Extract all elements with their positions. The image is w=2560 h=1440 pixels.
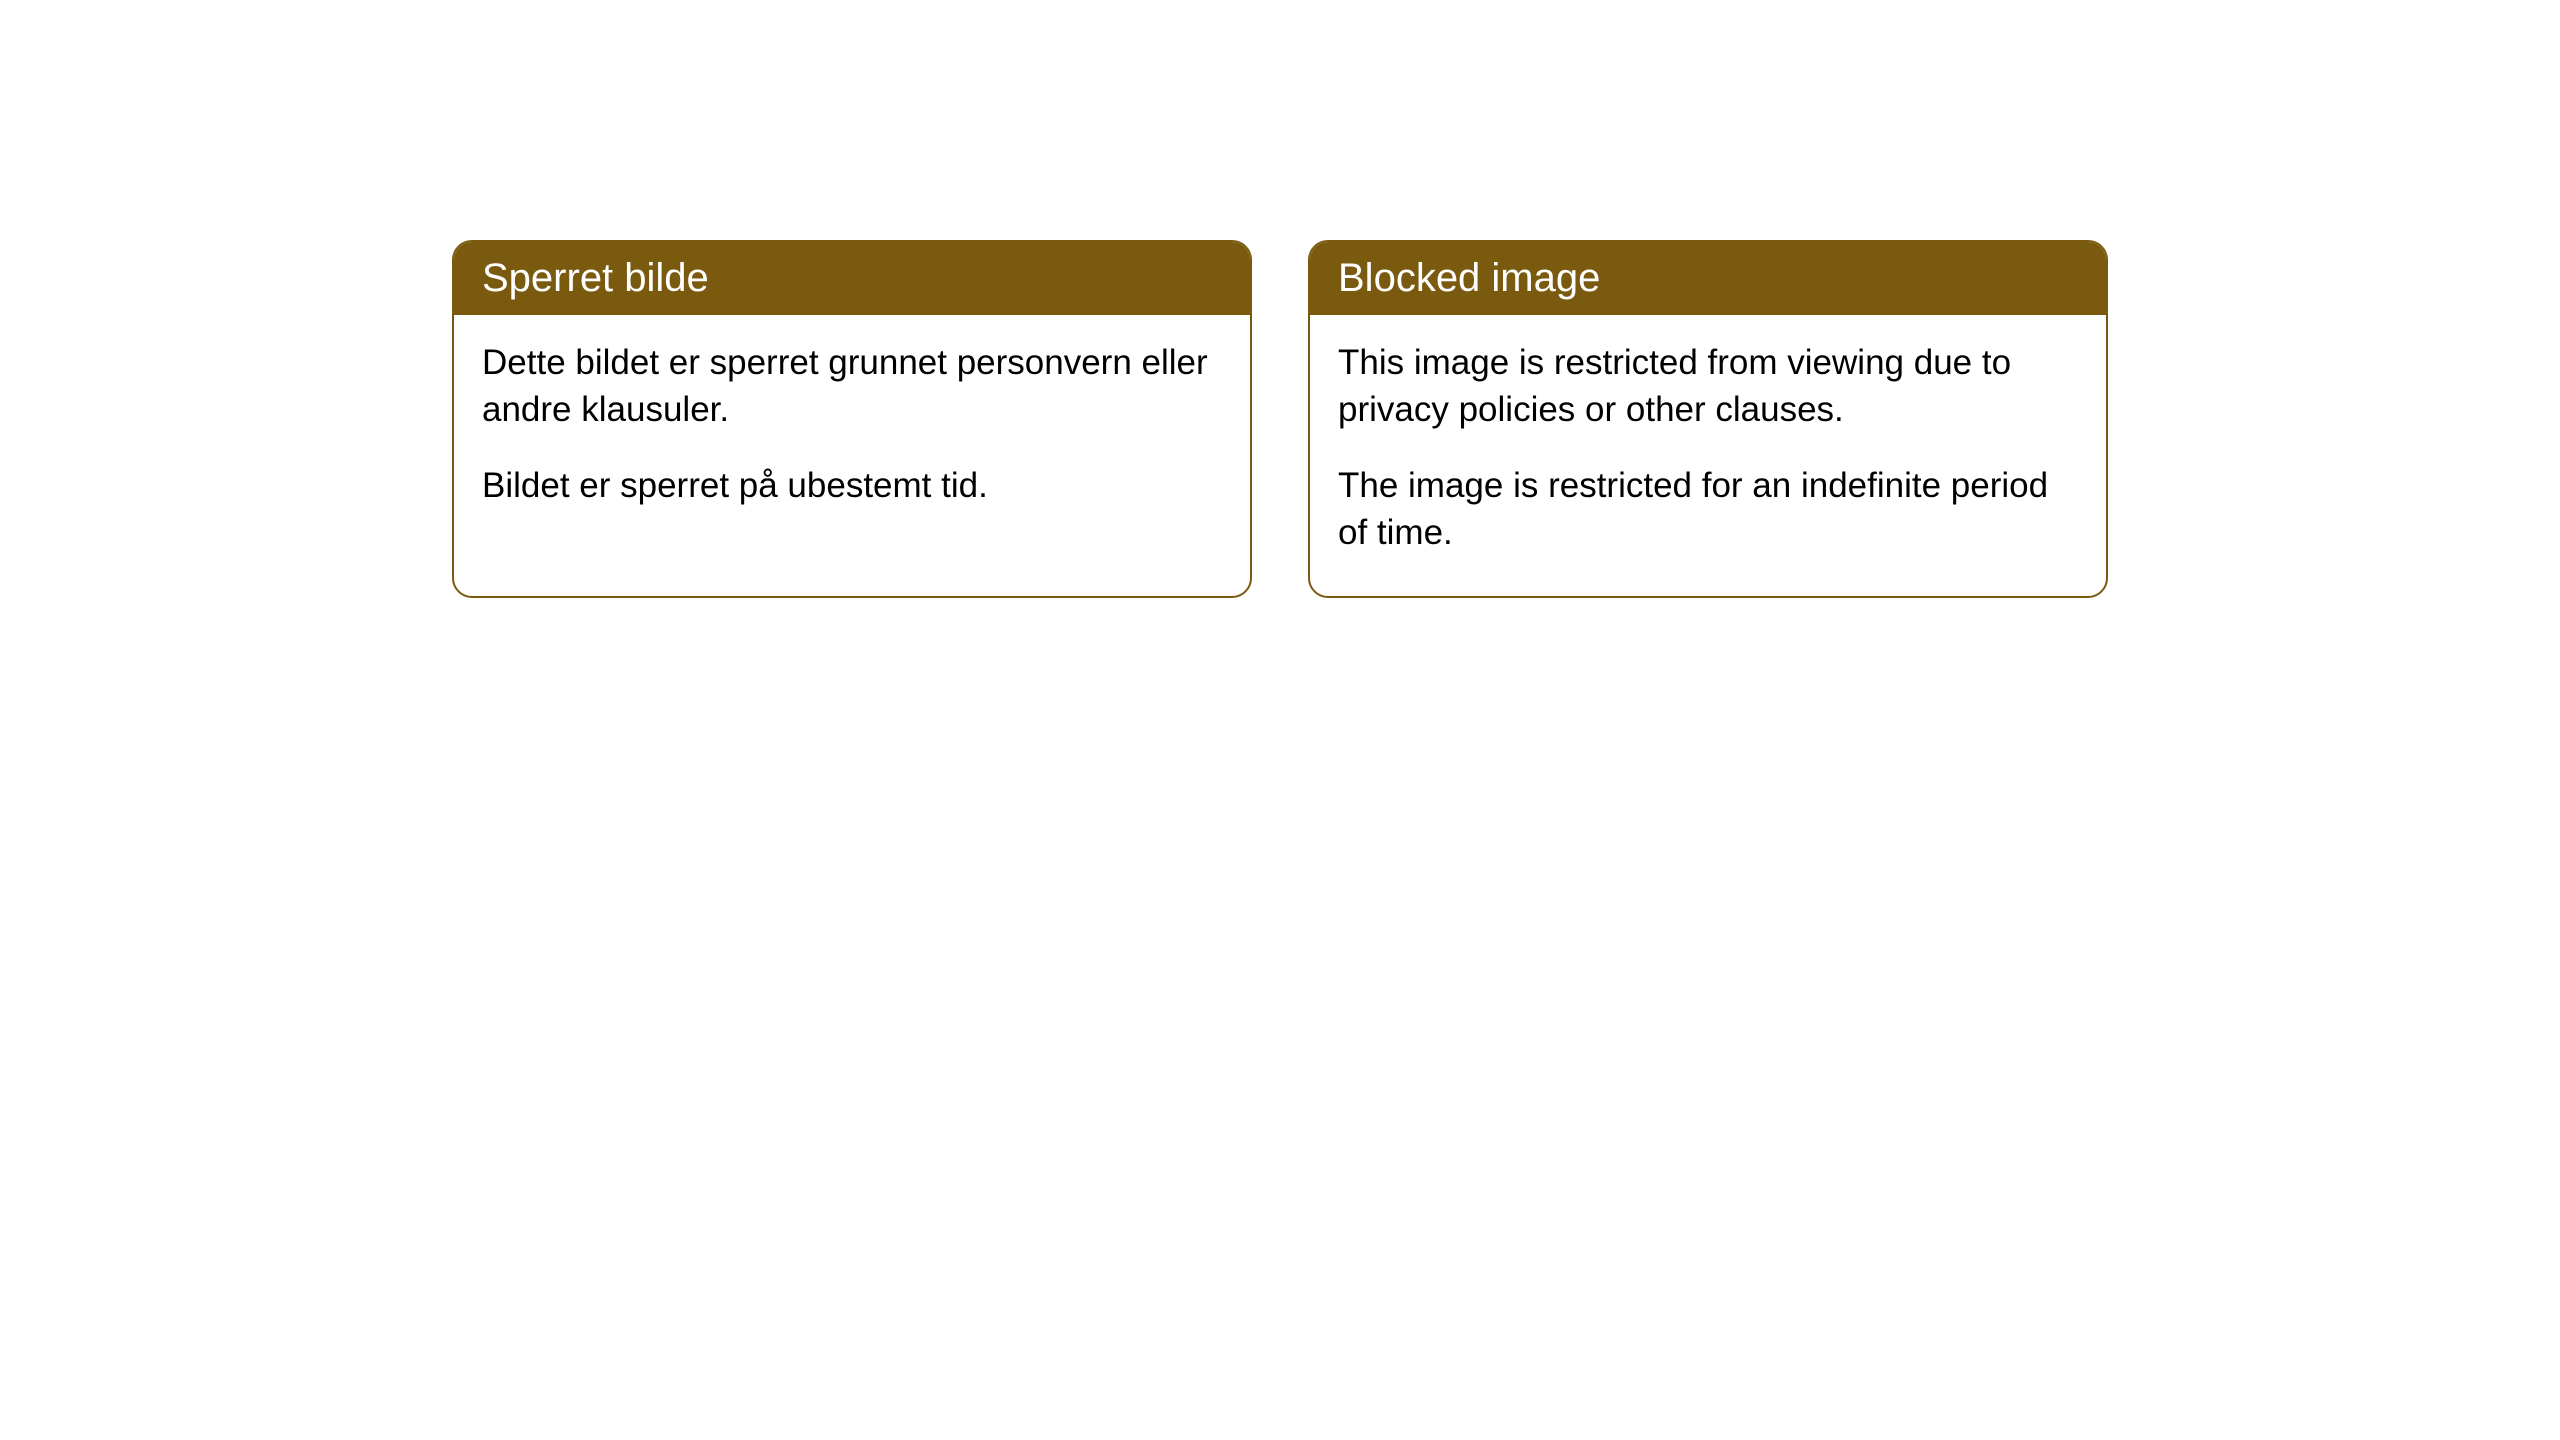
blocked-image-card-no: Sperret bilde Dette bildet er sperret gr… xyxy=(452,240,1252,598)
card-paragraph: Bildet er sperret på ubestemt tid. xyxy=(482,462,1222,509)
card-header: Blocked image xyxy=(1310,242,2106,315)
card-title: Sperret bilde xyxy=(482,256,709,300)
notice-cards-container: Sperret bilde Dette bildet er sperret gr… xyxy=(452,240,2108,598)
card-paragraph: This image is restricted from viewing du… xyxy=(1338,339,2078,434)
card-paragraph: Dette bildet er sperret grunnet personve… xyxy=(482,339,1222,434)
blocked-image-card-en: Blocked image This image is restricted f… xyxy=(1308,240,2108,598)
card-paragraph: The image is restricted for an indefinit… xyxy=(1338,462,2078,557)
card-title: Blocked image xyxy=(1338,256,1600,300)
card-body: This image is restricted from viewing du… xyxy=(1310,315,2106,596)
card-body: Dette bildet er sperret grunnet personve… xyxy=(454,315,1250,549)
card-header: Sperret bilde xyxy=(454,242,1250,315)
